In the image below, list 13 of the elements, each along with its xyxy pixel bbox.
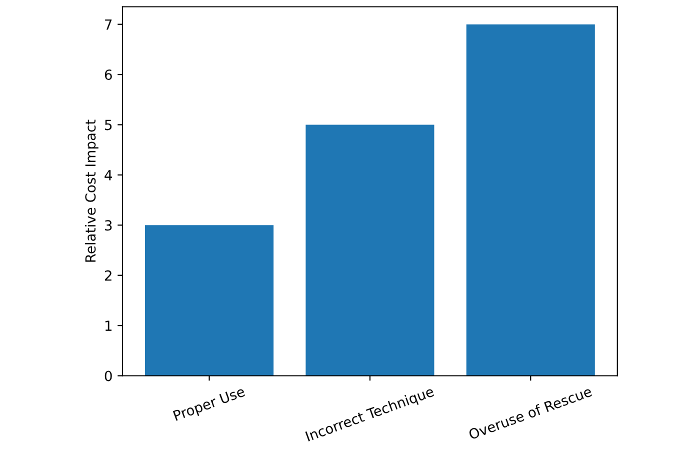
y-tick-label: 6 [104, 69, 112, 80]
y-tick-label: 3 [105, 220, 112, 231]
bar [466, 24, 595, 376]
y-tick-label: 4 [104, 170, 112, 180]
x-tick-label: Proper Use [172, 386, 246, 424]
y-tick-label: 5 [105, 120, 112, 130]
bar [144, 225, 274, 376]
bar [306, 124, 434, 376]
y-axis-title: Relative Cost Impact [84, 120, 98, 262]
y-tick-label: 7 [105, 19, 112, 30]
y-tick-label: 1 [105, 320, 112, 331]
y-tick-label: 2 [104, 270, 112, 281]
y-tick-label: 0 [104, 370, 112, 382]
